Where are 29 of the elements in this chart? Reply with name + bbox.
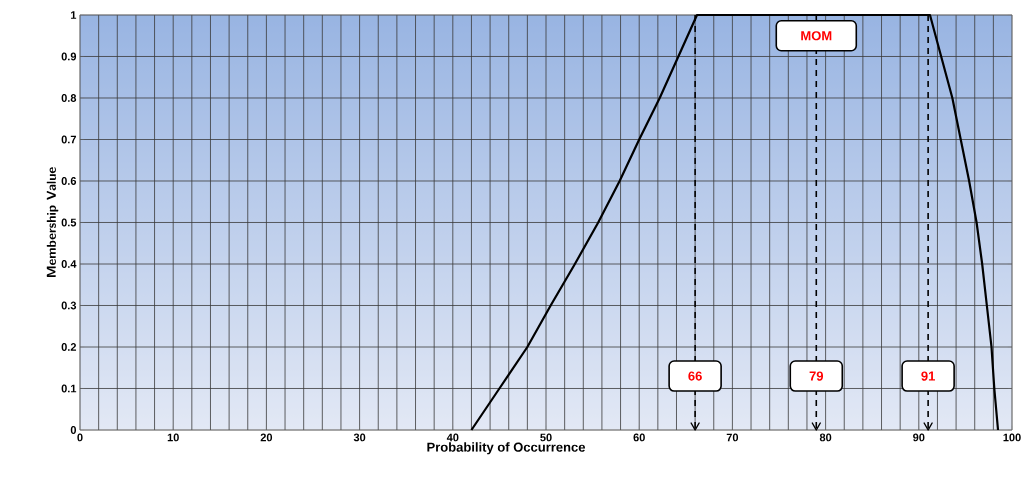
- y-tick-label: 1: [71, 11, 77, 19]
- y-tick-label: 0.8: [61, 94, 77, 102]
- y-tick-label: 0.9: [61, 52, 77, 61]
- line-series: [470, 13, 1000, 432]
- y-tick-label: 0: [70, 426, 77, 434]
- annotation: MOM: [801, 31, 832, 41]
- y-tick-label: 0.1: [61, 384, 77, 393]
- x-tick-label: 50: [540, 433, 552, 442]
- y-tick-label: 0.4: [61, 260, 77, 268]
- x-tick-label: 0: [77, 433, 83, 442]
- ref-line-label: 66: [688, 371, 702, 381]
- y-tick-label: 0.7: [61, 135, 76, 144]
- ref-line-label: 79: [809, 371, 824, 381]
- x-tick-label: 20: [260, 433, 273, 442]
- y-axis-title: Membership Value: [46, 167, 59, 277]
- x-tick-label: 30: [353, 433, 366, 442]
- x-tick-label: 70: [726, 433, 739, 442]
- x-tick-label: 10: [167, 433, 179, 442]
- y-tick-label: 0.2: [61, 343, 77, 351]
- ref-line-label: 91: [921, 371, 935, 381]
- y-tick-label: 0.3: [61, 301, 77, 310]
- x-tick-label: 90: [913, 433, 925, 442]
- y-tick-label: 0.5: [61, 218, 77, 227]
- x-tick-label: 100: [1003, 433, 1021, 442]
- x-tick-label: 80: [819, 433, 832, 442]
- y-tick-label: 0.6: [61, 177, 77, 185]
- x-axis-title: Probability of Occurrence: [427, 442, 586, 455]
- x-tick-label: 40: [446, 433, 459, 442]
- x-tick-label: 60: [633, 433, 645, 442]
